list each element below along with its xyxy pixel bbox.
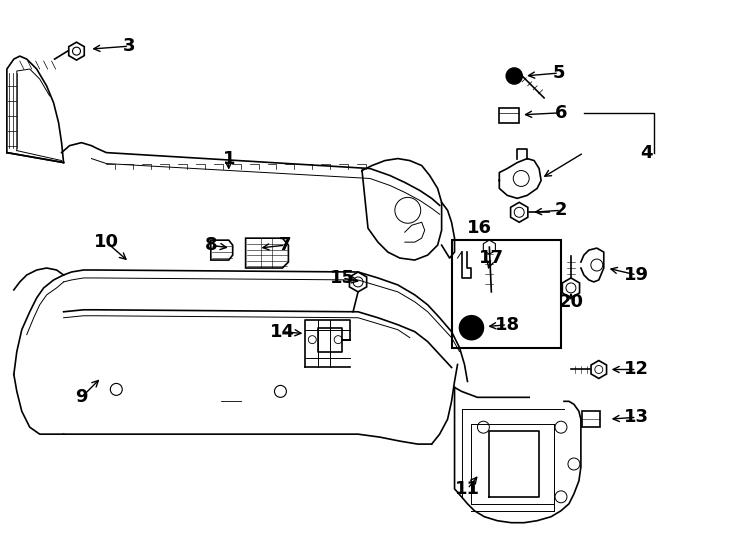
Text: 4: 4	[640, 144, 653, 161]
Text: 3: 3	[123, 37, 136, 55]
Text: 6: 6	[555, 104, 567, 122]
Polygon shape	[349, 272, 367, 292]
Text: 19: 19	[624, 266, 649, 284]
Text: 17: 17	[479, 249, 504, 267]
Text: 16: 16	[467, 219, 492, 237]
Bar	[499, 108, 519, 123]
Circle shape	[506, 68, 522, 84]
Text: 15: 15	[330, 269, 355, 287]
Polygon shape	[483, 240, 495, 254]
Text: 18: 18	[495, 316, 520, 334]
Text: 13: 13	[624, 408, 649, 426]
Polygon shape	[511, 202, 528, 222]
Polygon shape	[246, 238, 288, 268]
Circle shape	[459, 316, 484, 340]
Text: 12: 12	[624, 361, 649, 379]
Polygon shape	[591, 361, 606, 379]
Text: 20: 20	[559, 293, 584, 311]
Text: 5: 5	[553, 64, 565, 82]
Text: 14: 14	[270, 323, 295, 341]
Text: 7: 7	[279, 236, 291, 254]
Polygon shape	[211, 240, 233, 260]
Polygon shape	[562, 278, 580, 298]
Text: 9: 9	[75, 388, 88, 406]
Text: 11: 11	[455, 480, 480, 498]
Text: 1: 1	[222, 150, 235, 167]
Text: 2: 2	[555, 201, 567, 219]
Bar	[582, 411, 600, 427]
Text: 8: 8	[205, 236, 217, 254]
Bar	[451, 240, 561, 348]
Text: 10: 10	[94, 233, 119, 251]
Polygon shape	[69, 42, 84, 60]
